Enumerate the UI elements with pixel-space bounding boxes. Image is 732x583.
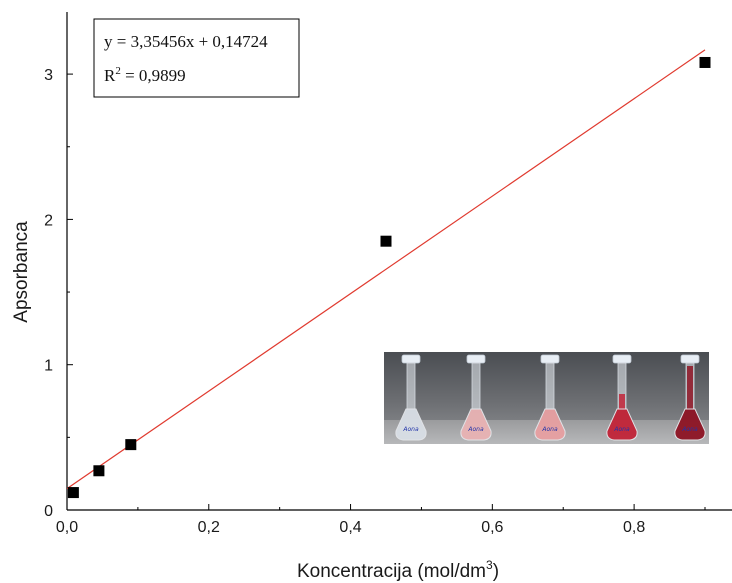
x-axis-ticks: 0,0 0,2 0,4 0,6 0,8 <box>56 504 706 536</box>
flask-label: Aona <box>541 426 558 433</box>
y-axis-ticks: 0 1 2 3 <box>44 67 73 520</box>
equation-box-frame <box>93 18 300 98</box>
volumetric-flask-icon: Aona <box>534 354 566 441</box>
x-tick-label: 0,8 <box>623 519 645 536</box>
y-axis-title: Apsorbanca <box>11 221 32 323</box>
data-point <box>93 465 105 477</box>
flask-stopper <box>401 354 421 364</box>
flask-body <box>395 408 427 441</box>
equation-box: y = 3,35456x + 0,14724 R2 = 0,9899 <box>93 18 300 98</box>
flask-neck <box>406 362 416 410</box>
data-point <box>699 56 711 68</box>
flask-stopper <box>466 354 486 364</box>
x-tick-label: 0,6 <box>481 519 503 536</box>
x-tick-label: 0,2 <box>198 519 220 536</box>
y-tick-label: 1 <box>44 358 53 375</box>
linear-fit-line <box>67 49 706 490</box>
data-point <box>380 235 392 247</box>
flask-neck-liquid <box>687 366 693 409</box>
y-tick-label: 2 <box>44 212 53 229</box>
flask-body <box>534 408 566 441</box>
plot-frame <box>66 12 732 511</box>
flask-label: Aona <box>681 426 698 433</box>
equation-text: y = 3,35456x + 0,14724 <box>104 32 268 51</box>
r-squared-value: = 0,9899 <box>121 66 186 85</box>
flask-neck-liquid <box>619 394 625 409</box>
flask-neck <box>471 362 481 410</box>
flask-label: Aona <box>402 426 419 433</box>
volumetric-flask-icon: Aona <box>395 354 427 441</box>
volumetric-flask-icon: Aona <box>674 354 706 441</box>
r-squared-superscript: 2 <box>115 65 121 77</box>
flask-stopper <box>540 354 560 364</box>
flask-body <box>606 408 638 441</box>
x-axis-title-suffix: ) <box>493 561 499 582</box>
x-axis-title-main: Koncentracija (mol/dm <box>297 561 486 582</box>
r-squared-text: R2 = 0,9899 <box>104 65 186 85</box>
flask-body <box>460 408 492 441</box>
flask-neck <box>545 362 555 410</box>
r-squared-symbol: R <box>104 66 116 85</box>
volumetric-flask-icon: Aona <box>606 354 638 441</box>
x-axis-title: Koncentracija (mol/dm3) <box>297 558 499 582</box>
flask-body <box>674 408 706 441</box>
y-tick-label: 0 <box>44 503 53 520</box>
data-point <box>125 439 137 451</box>
x-tick-label: 0,0 <box>56 519 78 536</box>
y-tick-label: 3 <box>44 67 53 84</box>
flask-label: Aona <box>467 426 484 433</box>
volumetric-flask-icon: Aona <box>460 354 492 441</box>
flask-label: Aona <box>613 426 630 433</box>
flask-stopper <box>612 354 632 364</box>
x-tick-label: 0,4 <box>339 519 361 536</box>
x-axis-title-superscript: 3 <box>486 558 493 572</box>
data-points <box>67 56 711 499</box>
data-point <box>67 487 79 499</box>
flask-stopper <box>680 354 700 364</box>
flask-photo-inset: Aona Aona Aona Aona Aona <box>384 352 709 444</box>
